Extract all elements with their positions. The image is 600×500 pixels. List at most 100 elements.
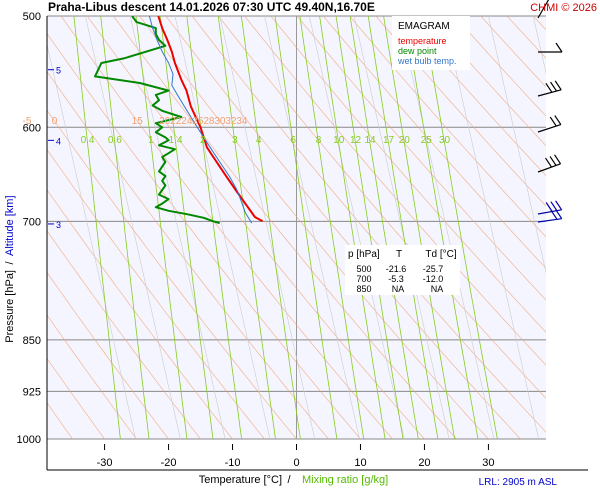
mixing-ratio-line-2: [135, 16, 188, 439]
dry-adiabat-110: [559, 16, 600, 439]
table-header-t: T: [396, 249, 402, 260]
wind-barb-shaft-4: [537, 163, 561, 173]
wind-barb-shaft-6: [537, 218, 562, 223]
dry-adiabat-55: [270, 16, 546, 333]
mixing-ratio-label-7: 6: [290, 135, 296, 146]
dry-adiabat-label-2: 15: [132, 116, 144, 127]
dry-adiabat-label-6: 26: [192, 116, 204, 127]
wind-barb-2: [537, 80, 562, 97]
x-tick-label-30: 30: [482, 457, 494, 469]
pressure-tick-850: 850: [23, 335, 41, 347]
wind-barb-flag-5-2: [545, 202, 553, 212]
mixing-ratio-lines: [73, 16, 498, 439]
values-table-box: [345, 245, 460, 295]
mixing-ratio-label-13: 20: [399, 135, 411, 146]
mixing-ratio-line-7: [274, 16, 338, 439]
mixing-ratio-label-2: 1: [148, 135, 154, 146]
dry-adiabat--10: [47, 189, 233, 439]
grid-labels: 0.4 0.6 1 1.4 2 3 4 6 8 10 12 14 17 20 25 30-5 0 15 20 22 24…: [23, 116, 451, 146]
guide-line-6: [309, 16, 405, 439]
wind-barb-shaft-2: [537, 89, 562, 97]
mixing-ratio-label-5: 3: [232, 135, 238, 146]
guide-line-3: [174, 16, 271, 439]
lrl-label: LRL: 2905 m ASL: [479, 477, 558, 488]
wind-barb-flag-6-0: [555, 209, 563, 219]
wind-barb-shaft-5: [537, 209, 562, 215]
table-row-700-t: -5.3: [388, 274, 404, 284]
table-row-850-td: NA: [431, 284, 444, 294]
dry-adiabat-85: [428, 16, 546, 147]
mixing-ratio-label-14: 25: [421, 135, 433, 146]
dry-adiabat-75: [375, 16, 546, 207]
wind-barb-3: [537, 115, 562, 133]
legend-temperature: temperature: [398, 36, 447, 46]
mixing-ratio-label-1: 0.6: [108, 135, 122, 146]
mixing-ratio-line-0: [73, 16, 121, 439]
series-dew-point: [94, 16, 220, 225]
pressure-tick-700: 700: [23, 216, 41, 228]
wind-barb-shaft-0: [537, 0, 550, 19]
guide-line-1: [85, 16, 181, 439]
altitude-tick-4: 4: [56, 136, 61, 146]
altitude-tick-5: 5: [56, 66, 61, 76]
table-row-500-t: -21.6: [386, 264, 407, 274]
mixing-ratio-label-11: 14: [364, 135, 376, 146]
mixing-ratio-label-3: 1.4: [169, 135, 183, 146]
x-tick-label--30: -30: [97, 457, 113, 469]
dry-adiabat-label-1: 0: [52, 116, 58, 127]
dry-adiabat-label-9: 32: [225, 116, 237, 127]
dry-adiabat-5: [47, 71, 329, 439]
guide-line-5: [264, 16, 360, 439]
mixing-ratio-line-8: [299, 16, 365, 439]
dry-adiabat--20: [47, 271, 169, 439]
mixing-ratio-line-4: [186, 16, 242, 439]
wind-barb-0: [537, 0, 550, 19]
dry-adiabat-80: [401, 16, 546, 177]
table-header-p: p [hPa]: [348, 249, 380, 260]
chart-credit: CHMI © 2026: [530, 2, 597, 14]
wind-barb-flag-2-2: [545, 82, 553, 93]
dry-adiabat-0: [47, 109, 297, 439]
pressure-tick-1000: 1000: [17, 434, 41, 446]
mixing-ratio-label-0: 0.4: [81, 135, 95, 146]
wind-barb-flag-3-1: [549, 116, 557, 127]
x-tick-label-10: 10: [354, 457, 366, 469]
mixing-ratio-line-1: [100, 16, 150, 439]
dry-adiabat-label-8: 30: [214, 116, 226, 127]
dry-adiabat-65: [323, 16, 546, 269]
dry-adiabat-20: [86, 16, 425, 439]
x-tick-label-20: 20: [418, 457, 430, 469]
wind-barb-flag-4-1: [549, 156, 557, 166]
chart-header-title: Praha-Libus descent 14.01.2026 07:30 UTC…: [48, 0, 375, 14]
table-row-850-p: 850: [356, 284, 371, 294]
guide-line-9: [443, 16, 539, 439]
legend-dew-point: dew point: [398, 46, 437, 56]
guide-line-8: [398, 16, 495, 439]
dry-adiabat-label-3: 20: [159, 116, 171, 127]
wind-barb-flag-1-0: [555, 42, 563, 53]
dry-adiabat-60: [296, 16, 546, 301]
legend-box: [392, 16, 470, 70]
mixing-ratio-line-5: [217, 16, 276, 439]
wind-barb-1: [538, 42, 563, 53]
guide-line-7: [353, 16, 450, 439]
mixing-ratio-line-6: [240, 16, 301, 439]
table-header-td: Td [°C]: [425, 249, 456, 260]
mixing-ratio-label-10: 12: [350, 135, 362, 146]
wind-barb-flag-4-0: [554, 154, 562, 165]
dry-adiabat-70: [349, 16, 546, 238]
wind-barb-6: [537, 209, 563, 223]
x-tick-label-0: 0: [293, 457, 299, 469]
mixing-ratio-label-4: 2: [200, 135, 206, 146]
altitude-tick-3: 3: [56, 220, 61, 230]
wind-barb-flag-4-2: [545, 157, 553, 168]
y-axis-label-separator: /: [4, 261, 16, 265]
dry-adiabat-115: [586, 16, 600, 439]
dry-adiabat-10: [47, 32, 361, 439]
wind-barb-shaft-3: [537, 124, 562, 133]
wind-barb-4: [537, 154, 562, 173]
x-axis-label-mixing: Mixing ratio [g/kg]: [302, 474, 388, 486]
x-tick-label--20: -20: [161, 457, 177, 469]
